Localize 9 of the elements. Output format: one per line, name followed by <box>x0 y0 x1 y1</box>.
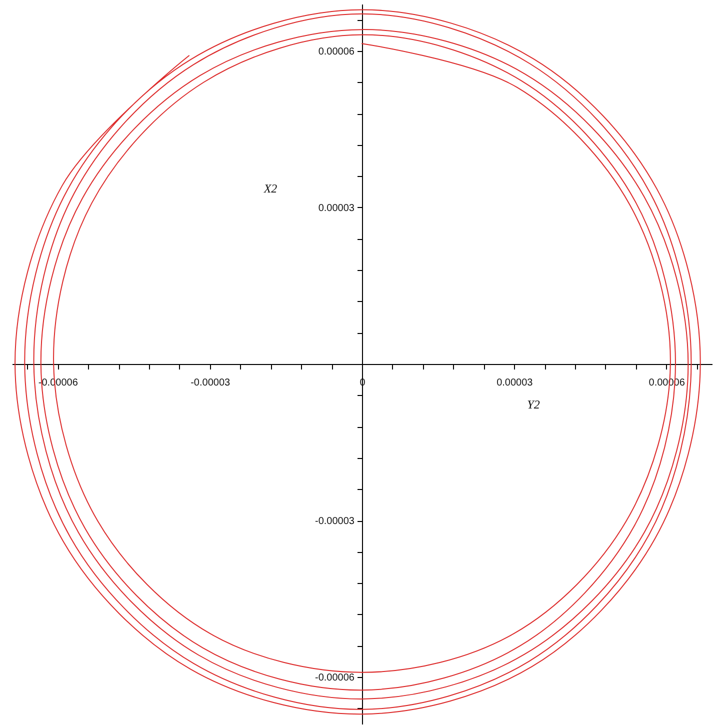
y-tick-label: 0.00006 <box>318 46 355 58</box>
x-tick-label: -0.00003 <box>190 378 230 388</box>
x-axis-title: Y2 <box>527 398 540 412</box>
y-axis-title: X2 <box>262 182 278 196</box>
x-tick-label: 0.00003 <box>496 378 534 388</box>
y-tick-label: -0.00006 <box>315 672 355 684</box>
line-series <box>14 9 701 715</box>
y-tick-label: 0.00003 <box>318 202 355 214</box>
y-tick-label: -0.00003 <box>315 516 355 528</box>
